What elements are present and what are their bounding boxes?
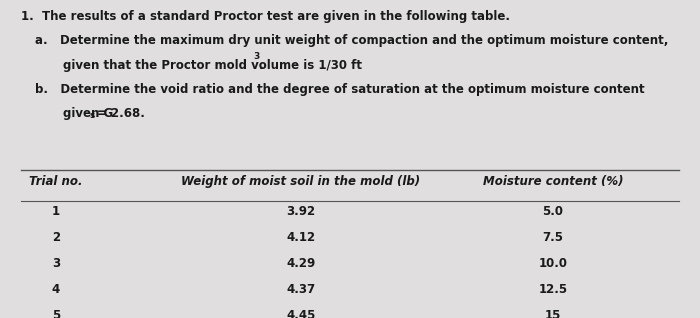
Text: 5.0: 5.0 <box>542 205 564 218</box>
Text: .: . <box>259 59 264 72</box>
Text: Weight of moist soil in the mold (lb): Weight of moist soil in the mold (lb) <box>181 175 421 188</box>
Text: 4.12: 4.12 <box>286 231 316 244</box>
Text: a.   Determine the maximum dry unit weight of compaction and the optimum moistur: a. Determine the maximum dry unit weight… <box>35 34 668 47</box>
Text: given G: given G <box>63 107 113 121</box>
Text: 5: 5 <box>52 309 60 318</box>
Text: 1: 1 <box>52 205 60 218</box>
Text: 1.  The results of a standard Proctor test are given in the following table.: 1. The results of a standard Proctor tes… <box>21 10 510 23</box>
Text: 4.37: 4.37 <box>286 283 316 296</box>
Text: 3: 3 <box>52 257 60 270</box>
Text: 7.5: 7.5 <box>542 231 564 244</box>
Text: 15: 15 <box>545 309 561 318</box>
Text: 4.29: 4.29 <box>286 257 316 270</box>
Text: given that the Proctor mold volume is 1/30 ft: given that the Proctor mold volume is 1/… <box>63 59 362 72</box>
Text: 3.92: 3.92 <box>286 205 316 218</box>
Text: = 2.68.: = 2.68. <box>97 107 144 121</box>
Text: s: s <box>90 111 95 120</box>
Text: Moisture content (%): Moisture content (%) <box>483 175 623 188</box>
Text: Trial no.: Trial no. <box>29 175 83 188</box>
Text: 4: 4 <box>52 283 60 296</box>
Text: 3: 3 <box>253 52 260 60</box>
Text: 10.0: 10.0 <box>538 257 568 270</box>
Text: 2: 2 <box>52 231 60 244</box>
Text: 4.45: 4.45 <box>286 309 316 318</box>
Text: 12.5: 12.5 <box>538 283 568 296</box>
Text: b.   Determine the void ratio and the degree of saturation at the optimum moistu: b. Determine the void ratio and the degr… <box>35 83 645 96</box>
